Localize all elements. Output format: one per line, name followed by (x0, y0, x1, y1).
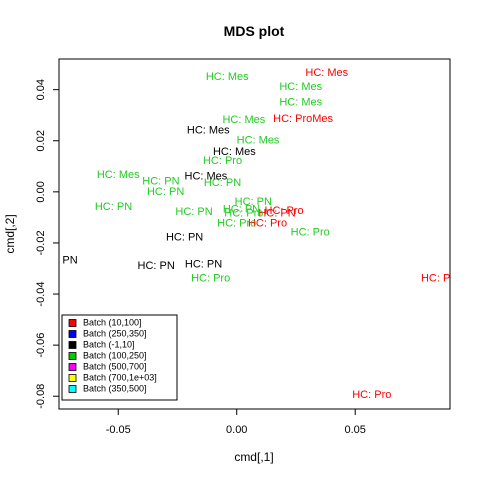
legend-entry: Batch (-1,10] (83, 339, 135, 349)
point-label: HC: Pro (248, 218, 287, 230)
point-label: HC: PN (147, 186, 184, 198)
y-tick-label: 0.04 (35, 79, 47, 100)
point-label: HC: Mes (213, 146, 256, 158)
x-tick-label: 0.00 (226, 424, 247, 436)
legend-entry: Batch (350,500] (83, 383, 147, 393)
point-label: HC: PN (138, 260, 175, 272)
point-label: HC: PN (40, 255, 77, 267)
legend-entry: Batch (250,350] (83, 328, 147, 338)
point-label: HC: Pro (265, 205, 304, 217)
chart-title: MDS plot (224, 23, 285, 39)
x-axis: -0.05 0.00 0.05 (106, 408, 366, 436)
point-label: HC: PN (175, 206, 212, 218)
y-tick-label: -0.06 (35, 333, 47, 358)
point-label: HC: Mes (187, 124, 230, 136)
point-label: HC: PN (235, 196, 272, 208)
point-label: HC: Pro (191, 273, 230, 285)
y-tick-label: 0.02 (35, 130, 47, 151)
point-label: HC: PN (142, 176, 179, 188)
x-tick-label: -0.05 (106, 424, 131, 436)
y-tick-label: -0.02 (35, 230, 47, 255)
point-label: HC: PN (185, 259, 222, 271)
x-axis-title: cmd[,1] (234, 450, 273, 464)
point-label: HC: Mes (279, 81, 322, 93)
point-label: HC: Mes (279, 96, 322, 108)
point-label: HC: Pro (224, 207, 263, 219)
legend-swatch (68, 341, 77, 349)
legend-entry: Batch (700,1e+03] (83, 372, 157, 382)
point-label: HC: Pro (352, 389, 391, 401)
point-label: HC: Pro (291, 227, 330, 239)
legend-swatch (68, 385, 77, 393)
point-label: HC: Mes (222, 114, 265, 126)
point-label: HC: Mes (305, 67, 348, 79)
legend-entry: Batch (100,250] (83, 350, 147, 360)
point-label: HC: Mes (206, 71, 249, 83)
legend-swatch (68, 363, 77, 371)
y-tick-label: -0.08 (35, 384, 47, 409)
x-tick-label: 0.05 (345, 424, 366, 436)
point-label: HC: PN (204, 177, 241, 189)
point-label: HC: ProMes (273, 113, 333, 125)
point-label: HC: Mes (237, 135, 280, 147)
point-label: HC: PN (95, 201, 132, 213)
legend-entry: Batch (500,700] (83, 361, 147, 371)
y-tick-label: 0.00 (35, 181, 47, 202)
legend: Batch (10,100]Batch (250,350]Batch (-1,1… (61, 314, 178, 401)
point-label: HC: Pro (421, 273, 460, 285)
legend-box (61, 314, 178, 401)
y-tick-label: -0.04 (35, 281, 47, 306)
point-label: HC: Mes (97, 169, 140, 181)
point-label: HC: PN (258, 207, 295, 219)
y-axis-title: cmd[,2] (3, 214, 17, 253)
point-label: HC: Pro (203, 155, 242, 167)
legend-swatch (68, 352, 77, 360)
point-label: HC: Pro (217, 218, 256, 230)
point-label: HC: PN (223, 204, 260, 216)
legend-swatch (68, 319, 77, 327)
legend-swatch (68, 330, 77, 338)
legend-entry: Batch (10,100] (83, 317, 142, 327)
point-label: HC: Mes (185, 170, 228, 182)
legend-swatch (68, 374, 77, 382)
y-axis: -0.08 -0.06 -0.04 -0.02 0.00 0.02 0.04 (35, 79, 60, 409)
point-label: HC: PN (166, 232, 203, 244)
